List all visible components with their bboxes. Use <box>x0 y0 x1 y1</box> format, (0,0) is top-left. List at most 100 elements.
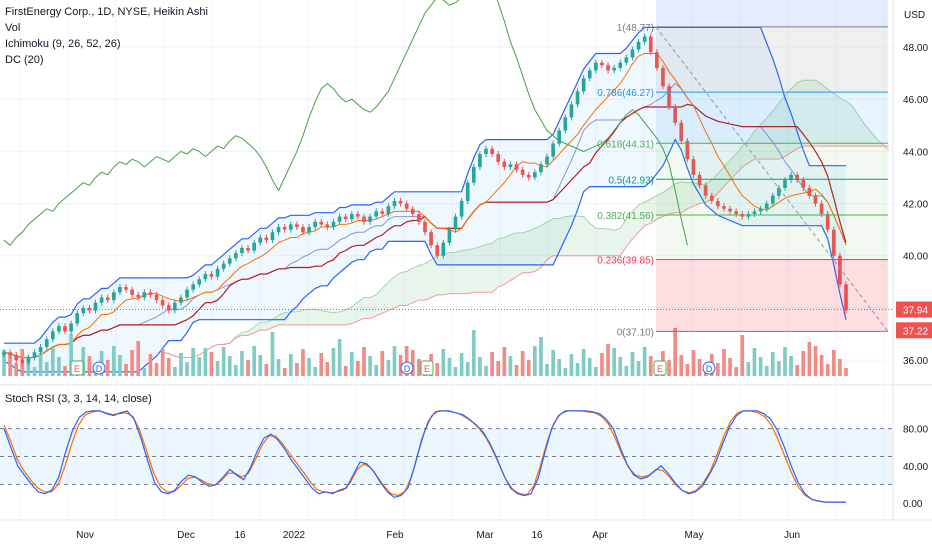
volume-bar <box>691 350 696 376</box>
candle-body <box>252 242 256 251</box>
legend-ichimoku[interactable]: Ichimoku (9, 26, 52, 26) <box>5 38 121 50</box>
volume-bar <box>630 352 635 376</box>
time-tick: Apr <box>592 530 608 541</box>
candle-body <box>514 164 519 170</box>
candle-body <box>124 287 128 290</box>
candle-body <box>148 292 153 295</box>
volume-bar <box>490 352 494 376</box>
candle-body <box>661 67 665 87</box>
volume-bar <box>563 368 568 376</box>
volume-bar <box>374 365 379 376</box>
candle-body <box>44 339 49 348</box>
volume-bar <box>453 367 458 376</box>
fib-label: 0.786(46.27) <box>597 88 654 99</box>
dividend-marker: D <box>702 361 716 375</box>
candle-body <box>264 237 269 241</box>
volume-bar <box>502 347 507 376</box>
event-label: D <box>404 364 411 374</box>
volume-bar <box>624 366 629 376</box>
candle-body <box>612 67 616 71</box>
candle-body <box>770 195 775 204</box>
candle-body <box>734 211 739 214</box>
volume-bar <box>362 347 366 376</box>
fib-trend-line <box>655 26 889 332</box>
candle-body <box>520 169 525 175</box>
volume-bar <box>234 365 238 376</box>
volume-bar <box>758 357 763 376</box>
event-label: E <box>424 364 430 374</box>
time-tick: 2022 <box>283 530 306 541</box>
volume-bar <box>801 351 806 376</box>
earnings-marker: E <box>70 360 84 376</box>
price-tick: 46.00 <box>903 95 928 106</box>
candle-body <box>307 227 311 233</box>
fib-zone-bottom <box>656 259 888 332</box>
volume-bar <box>667 360 671 376</box>
volume-bar <box>770 352 775 376</box>
candle-body <box>551 143 555 157</box>
fibonacci-levels: 1(48.77) 0.786(46.27) 0.618(44.31) 0.5(42.9… <box>0 0 893 338</box>
volume-bar <box>349 352 354 376</box>
volume-bar <box>838 359 842 376</box>
fib-label: 0.382(41.56) <box>597 211 654 222</box>
price-tick: 42.00 <box>903 200 928 211</box>
volume-bar <box>313 367 318 376</box>
legend-dc[interactable]: DC (20) <box>5 54 44 66</box>
volume-bar <box>545 364 549 376</box>
volume-bar <box>380 351 385 376</box>
volume-bar <box>154 363 159 376</box>
volume-bar <box>520 351 525 376</box>
volume-bar <box>307 358 311 376</box>
candlesticks <box>2 33 848 366</box>
candle-body <box>118 287 122 293</box>
candle-body <box>496 153 501 162</box>
volume-bar <box>642 347 647 376</box>
volume-bar <box>227 356 232 376</box>
volume-bar <box>508 356 513 376</box>
legend-vol[interactable]: Vol <box>5 22 21 34</box>
candle-body <box>575 91 580 105</box>
candle-body <box>349 213 354 220</box>
candle-body <box>380 211 385 214</box>
volume-bar <box>57 357 61 376</box>
candle-body <box>722 206 726 209</box>
donchian-upper <box>4 26 846 344</box>
stoch-legend: Stoch RSI (3, 3, 14, 14, close) <box>5 391 152 407</box>
symbol-title[interactable]: FirstEnergy Corp., 1D, NYSE, Heikin Ashi <box>5 6 208 18</box>
event-badge <box>653 360 667 376</box>
volume-bar <box>50 348 55 376</box>
candle-body <box>624 57 629 63</box>
main-legend: FirstEnergy Corp., 1D, NYSE, Heikin Ashi… <box>5 4 208 68</box>
volume-bar <box>410 350 415 376</box>
volume-bar <box>734 367 739 376</box>
fib-zone-top <box>656 0 888 27</box>
chikou-span <box>3 0 688 247</box>
candle-body <box>173 302 177 311</box>
volume-bar <box>685 364 690 376</box>
candle-body <box>374 211 379 217</box>
candle-body <box>111 292 116 301</box>
candle-body <box>435 245 440 256</box>
candle-body <box>203 274 208 280</box>
candle-body <box>75 313 80 324</box>
volume-bar <box>319 353 324 376</box>
time-tick: 16 <box>531 530 543 541</box>
candle-body <box>368 216 372 222</box>
legend-stoch-rsi[interactable]: Stoch RSI (3, 3, 14, 14, close) <box>5 393 152 405</box>
volume-bar <box>441 349 446 376</box>
volume-bar <box>813 346 818 376</box>
volume-bar <box>581 349 586 376</box>
fib-label: 1(48.77) <box>617 23 654 34</box>
candle-body <box>215 268 220 277</box>
candle-body <box>764 203 769 209</box>
volume-bar <box>325 362 330 376</box>
event-label: E <box>74 364 80 374</box>
candle-body <box>752 211 757 214</box>
candle-body <box>185 289 189 298</box>
price-tick: 36.00 <box>903 356 928 367</box>
volume-bar <box>209 352 214 376</box>
candle-body <box>20 360 25 363</box>
volume-bar <box>526 360 531 376</box>
volume-bar <box>594 367 598 376</box>
